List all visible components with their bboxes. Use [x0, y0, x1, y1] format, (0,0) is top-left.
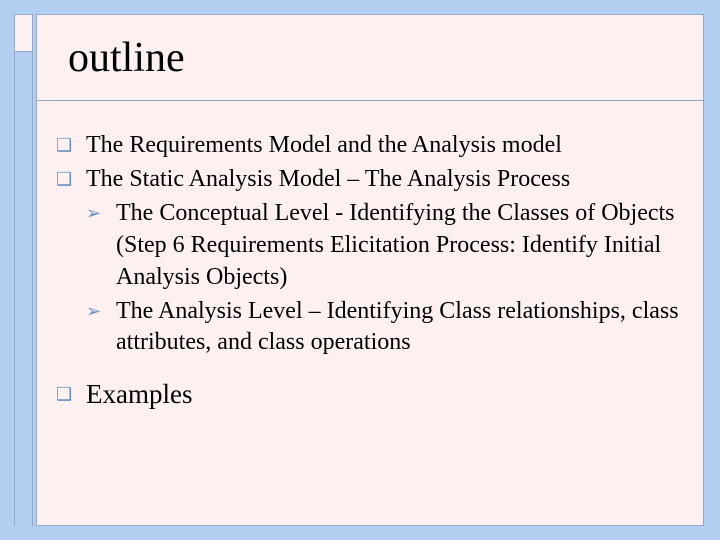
slide-title: outline — [68, 34, 185, 82]
list-subitem-text: The Analysis Level – Identifying Class r… — [116, 298, 679, 356]
slide-stripe — [14, 0, 32, 540]
list-subitem-text: The Conceptual Level - Identifying the C… — [116, 200, 675, 290]
stripe-border-left — [14, 14, 15, 526]
slide-content: ❑ The Requirements Model and the Analysi… — [56, 130, 686, 413]
list-item-text: The Static Analysis Model – The Analysis… — [86, 166, 570, 192]
list-item-text: The Requirements Model and the Analysis … — [86, 132, 562, 158]
square-bullet-icon: ❑ — [56, 383, 72, 407]
title-underline — [36, 100, 704, 101]
stripe-border-right — [32, 14, 33, 526]
list-item: ❑ The Requirements Model and the Analysi… — [56, 130, 686, 162]
slide-notch — [15, 14, 32, 52]
list-subitem: ➢ The Analysis Level – Identifying Class… — [56, 296, 686, 360]
list-subitem: ➢ The Conceptual Level - Identifying the… — [56, 198, 686, 294]
square-bullet-icon: ❑ — [56, 168, 72, 192]
examples-item: ❑ Examples — [56, 377, 686, 413]
square-bullet-icon: ❑ — [56, 134, 72, 158]
examples-label: Examples — [86, 379, 192, 409]
arrow-bullet-icon: ➢ — [86, 202, 101, 226]
arrow-bullet-icon: ➢ — [86, 300, 101, 324]
list-item: ❑ The Static Analysis Model – The Analys… — [56, 164, 686, 196]
